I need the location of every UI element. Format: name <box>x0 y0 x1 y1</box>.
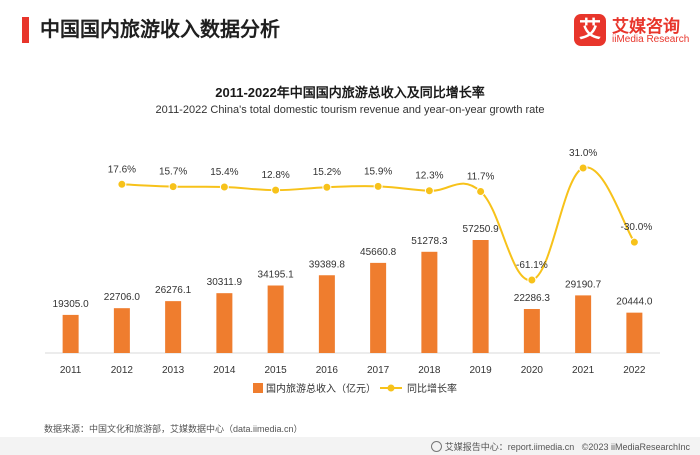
x-tick-label: 2021 <box>572 365 595 376</box>
x-tick-label: 2019 <box>470 365 493 376</box>
x-tick-label: 2018 <box>418 365 441 376</box>
revenue-bar <box>626 312 643 353</box>
data-source: 数据来源：中国文化和旅游部，艾媒数据中心（data.iimedia.cn） <box>44 424 303 434</box>
x-tick-label: 2022 <box>623 365 646 376</box>
x-tick-label: 2015 <box>265 365 288 376</box>
revenue-bar <box>165 301 182 353</box>
revenue-bar-label: 26276.1 <box>155 285 192 296</box>
growth-rate-label: 15.4% <box>210 167 238 178</box>
chart-canvas: 19305.0 2011 22706.0 2012 26276.1 2013 30311.9… <box>45 148 660 395</box>
legend-line-marker <box>387 384 395 392</box>
growth-rate-label: 15.7% <box>159 167 187 178</box>
growth-rate-point <box>629 237 639 247</box>
revenue-bar-label: 20444.0 <box>616 297 653 308</box>
revenue-bar-label: 57250.9 <box>463 224 500 235</box>
revenue-bar-label: 45660.8 <box>360 247 397 258</box>
revenue-bar <box>421 251 438 353</box>
chart-subtitle: 2011-2022 China's total domestic tourism… <box>155 104 545 116</box>
revenue-bar-label: 22286.3 <box>514 293 551 304</box>
footer-info: 艾媒报告中心：report.iimedia.cn ©2023 iiMediaRe… <box>430 440 690 453</box>
growth-rate-label: 17.6% <box>108 164 136 175</box>
x-tick-label: 2011 <box>60 365 82 376</box>
growth-rate-label: -30.0% <box>621 222 653 233</box>
growth-rate-label: -61.1% <box>516 260 548 271</box>
growth-rate-point <box>168 182 178 192</box>
growth-rate-label: 15.2% <box>313 167 341 178</box>
legend-bar-swatch <box>253 383 263 393</box>
revenue-bar <box>472 240 489 353</box>
growth-rate-point <box>527 275 537 285</box>
revenue-bar-label: 51278.3 <box>411 236 448 247</box>
legend-bar-label: 国内旅游总收入（亿元） <box>266 382 376 395</box>
title-accent-bar <box>22 17 29 43</box>
chart-title: 2011-2022年中国国内旅游总收入及同比增长率 <box>215 85 485 100</box>
x-tick-label: 2016 <box>316 365 339 376</box>
footer-bar <box>0 437 700 455</box>
revenue-bar-label: 39389.8 <box>309 259 346 270</box>
copyright-text: ©2023 iiMediaResearchInc <box>581 442 690 452</box>
revenue-bar <box>370 262 387 353</box>
revenue-bar-label: 22706.0 <box>104 292 141 303</box>
revenue-bar-label: 29190.7 <box>565 279 602 290</box>
page-title: 中国国内旅游收入数据分析 <box>40 19 280 41</box>
x-tick-label: 2012 <box>111 365 134 376</box>
iimedia-logo: 艾 艾媒咨询 iiMedia Research <box>574 12 694 52</box>
report-center-text: 艾媒报告中心：report.iimedia.cn <box>444 442 575 452</box>
revenue-bar <box>216 293 233 353</box>
x-tick-label: 2013 <box>162 365 185 376</box>
growth-rate-label: 31.0% <box>569 148 597 159</box>
growth-rate-label: 15.9% <box>364 166 392 177</box>
revenue-bar-label: 30311.9 <box>207 277 243 288</box>
logo-cn-text: 艾媒咨询 <box>612 17 680 36</box>
logo-en-text: iiMedia Research <box>612 34 690 45</box>
growth-rate-point <box>476 186 486 196</box>
growth-rate-label: 12.3% <box>415 171 443 182</box>
x-tick-label: 2020 <box>521 365 544 376</box>
revenue-bar <box>523 309 540 353</box>
growth-rate-point <box>373 181 383 191</box>
growth-rate-label: 11.7% <box>467 171 495 182</box>
logo-badge-icon: 艾 <box>574 14 606 46</box>
growth-rate-label: 12.8% <box>261 170 289 181</box>
revenue-bar <box>62 314 79 353</box>
growth-rate-point <box>424 186 434 196</box>
revenue-bar-label: 34195.1 <box>258 270 295 281</box>
growth-rate-point <box>219 182 229 192</box>
growth-rate-point <box>322 182 332 192</box>
growth-rate-point <box>578 163 588 173</box>
revenue-bar <box>575 295 592 353</box>
revenue-bar <box>113 308 130 353</box>
revenue-bar-label: 19305.0 <box>53 299 90 310</box>
revenue-bar <box>267 285 284 353</box>
report-center-icon <box>430 441 442 452</box>
growth-rate-point <box>117 179 127 189</box>
legend-line-label: 同比增长率 <box>407 382 457 395</box>
x-tick-label: 2014 <box>213 365 236 376</box>
growth-rate-point <box>271 185 281 195</box>
revenue-bar <box>318 275 335 353</box>
x-tick-label: 2017 <box>367 365 390 376</box>
